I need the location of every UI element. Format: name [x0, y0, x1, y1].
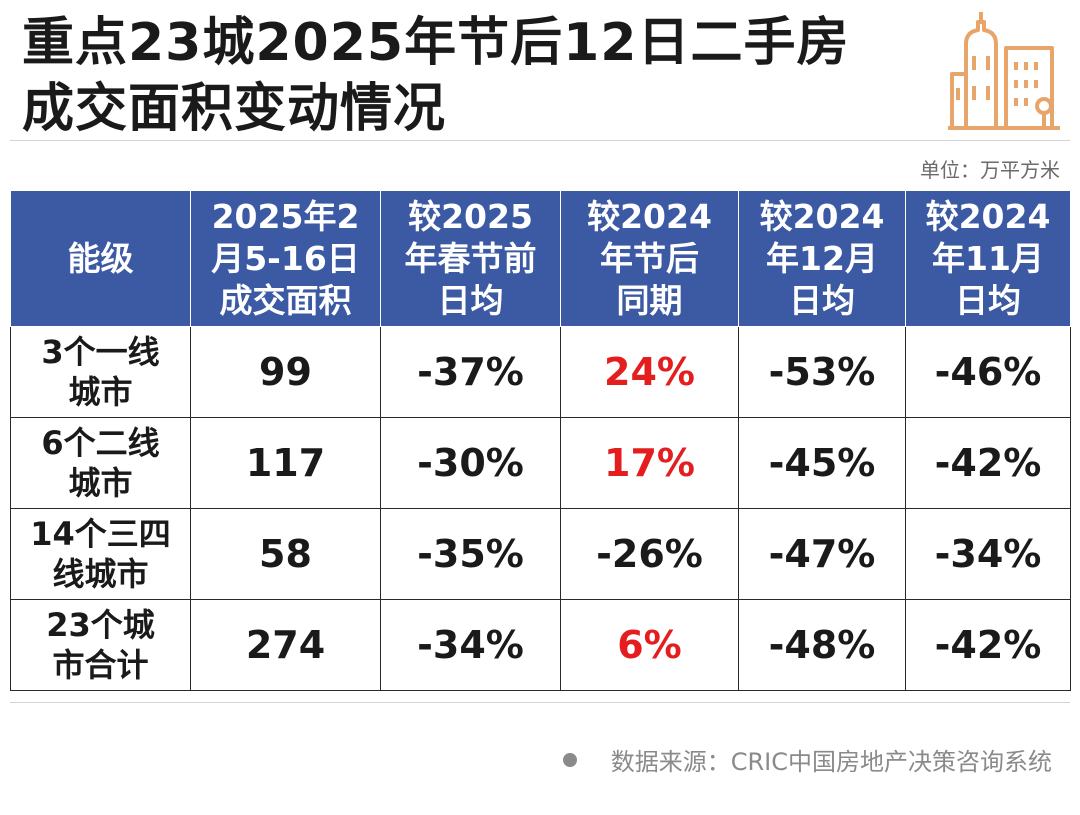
row-label: 3个一线 城市 — [10, 326, 191, 418]
cell-vs-2024-post-festival: -26% — [560, 508, 739, 600]
table-row: 14个三四 线城市 58 -35% -26% -47% -34% — [10, 508, 1071, 600]
cell-vs-2024-nov: -42% — [905, 599, 1071, 691]
header-level: 能级 — [10, 190, 191, 327]
page-title-line-2: 成交面积变动情况 — [22, 79, 447, 139]
city-buildings-icon — [948, 12, 1060, 130]
header-vs-2024-dec: 较2024 年12月 日均 — [738, 190, 906, 327]
table-header-row: 能级 2025年2 月5-16日 成交面积 较2025 年春节前 日均 较2024 年节后… — [10, 190, 1071, 327]
cell-vs-2024-dec: -53% — [738, 326, 906, 418]
cell-area: 117 — [190, 417, 381, 509]
cell-vs-2024-post-festival: 17% — [560, 417, 739, 509]
header-vs-2024-nov: 较2024 年11月 日均 — [905, 190, 1071, 327]
row-label: 23个城 市合计 — [10, 599, 191, 691]
title-block: 重点23城2025年节后12日二手房 成交面积变动情况 — [22, 10, 922, 142]
cell-vs-2024-dec: -47% — [738, 508, 906, 600]
row-label: 14个三四 线城市 — [10, 508, 191, 600]
header-area: 2025年2 月5-16日 成交面积 — [190, 190, 381, 327]
cell-vs-pre-festival: -35% — [380, 508, 561, 600]
header-vs-pre-festival: 较2025 年春节前 日均 — [380, 190, 561, 327]
footer-divider — [10, 702, 1070, 703]
bullet-dot-icon — [562, 752, 577, 767]
header-vs-2024-post-festival: 较2024 年节后 同期 — [560, 190, 739, 327]
title-divider — [10, 140, 1070, 141]
cell-vs-pre-festival: -34% — [380, 599, 561, 691]
source-text: 数据来源：CRIC中国房地产决策咨询系统 — [610, 748, 1052, 776]
cell-vs-2024-nov: -34% — [905, 508, 1071, 600]
cell-area: 99 — [190, 326, 381, 418]
cell-area: 58 — [190, 508, 381, 600]
cell-vs-pre-festival: -30% — [380, 417, 561, 509]
row-label: 6个二线 城市 — [10, 417, 191, 509]
table-row: 23个城 市合计 274 -34% 6% -48% -42% — [10, 599, 1071, 691]
unit-label: 单位：万平方米 — [920, 158, 1060, 182]
source-note: 数据来源：CRIC中国房地产决策咨询系统 — [562, 742, 1052, 777]
data-table: 能级 2025年2 月5-16日 成交面积 较2025 年春节前 日均 较2024 年节后… — [10, 190, 1071, 691]
table-row: 6个二线 城市 117 -30% 17% -45% -42% — [10, 417, 1071, 509]
cell-vs-2024-dec: -45% — [738, 417, 906, 509]
cell-vs-2024-nov: -42% — [905, 417, 1071, 509]
page-title-line-1: 重点23城2025年节后12日二手房 — [22, 13, 850, 73]
cell-vs-2024-post-festival: 24% — [560, 326, 739, 418]
cell-area: 274 — [190, 599, 381, 691]
cell-vs-pre-festival: -37% — [380, 326, 561, 418]
cell-vs-2024-dec: -48% — [738, 599, 906, 691]
cell-vs-2024-post-festival: 6% — [560, 599, 739, 691]
table-row: 3个一线 城市 99 -37% 24% -53% -46% — [10, 326, 1071, 418]
cell-vs-2024-nov: -46% — [905, 326, 1071, 418]
